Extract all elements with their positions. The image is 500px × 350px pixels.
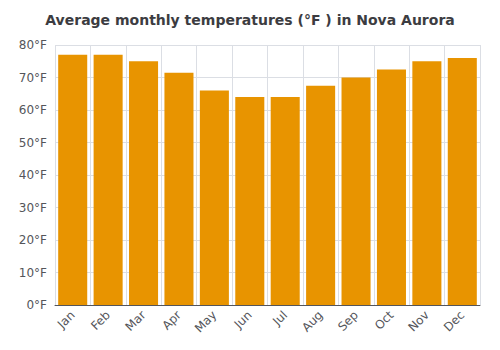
svg-text:Aug: Aug — [299, 308, 325, 334]
svg-text:10°F: 10°F — [19, 266, 47, 280]
svg-text:Average monthly temperatures (: Average monthly temperatures (°F ) in No… — [45, 12, 454, 28]
svg-text:70°F: 70°F — [19, 71, 47, 85]
svg-text:Dec: Dec — [441, 308, 467, 334]
svg-text:Oct: Oct — [372, 308, 397, 333]
svg-text:Jul: Jul — [269, 308, 290, 329]
svg-text:0°F: 0°F — [26, 298, 47, 312]
svg-text:Mar: Mar — [123, 308, 149, 334]
svg-text:Jun: Jun — [231, 308, 255, 332]
svg-text:40°F: 40°F — [19, 168, 47, 182]
svg-text:50°F: 50°F — [19, 136, 47, 150]
svg-text:20°F: 20°F — [19, 233, 47, 247]
svg-text:Nov: Nov — [405, 308, 431, 334]
svg-text:Jan: Jan — [54, 308, 78, 332]
svg-text:30°F: 30°F — [19, 201, 47, 215]
svg-text:Sep: Sep — [335, 308, 361, 334]
svg-text:80°F: 80°F — [19, 38, 47, 52]
svg-text:May: May — [192, 308, 219, 335]
svg-text:60°F: 60°F — [19, 103, 47, 117]
svg-text:Feb: Feb — [88, 308, 113, 333]
svg-text:Apr: Apr — [159, 308, 184, 333]
